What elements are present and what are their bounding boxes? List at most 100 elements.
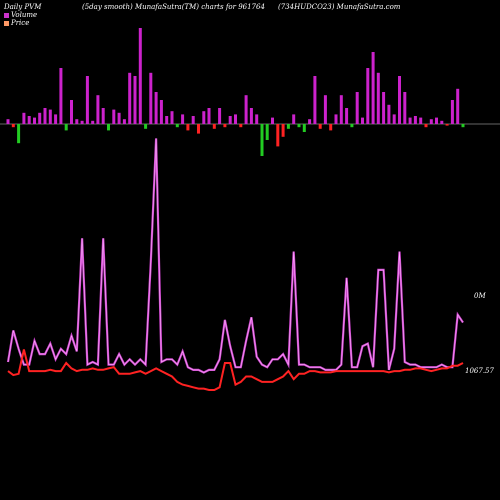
volume-bar [133,76,137,124]
volume-bar [181,114,185,124]
volume-bar [424,124,428,128]
legend-price: Price [4,19,29,27]
volume-bar [11,124,15,128]
volume-bar [202,111,206,124]
volume-bar [435,117,438,124]
volume-bar [297,124,301,128]
volume-bar [308,119,312,124]
volume-bar [244,95,248,124]
legend-volume-label: Volume [11,11,38,19]
volume-bar [128,72,132,124]
volume-bar [64,124,68,131]
volume-line-value-label: 0M [474,292,486,300]
volume-bar [85,76,89,124]
volume-bar [419,117,423,124]
volume-bar [212,124,216,129]
volume-bar [48,109,52,124]
volume-bar [318,124,322,129]
volume-bar [271,117,274,124]
volume-bar [96,95,100,124]
volume-bar [345,108,349,124]
volume-bar [281,124,285,137]
volume-bar [144,124,148,129]
volume-bar [218,108,222,124]
price-last-value-label: 1067.57 [465,367,494,375]
volume-bar [33,117,36,124]
volume-bar [38,112,42,124]
volume-bar [223,124,227,128]
volume-bar [59,68,63,124]
volume-bar [440,120,444,124]
volume-bar [408,117,412,124]
volume-bar [228,116,232,124]
volume-bar [75,119,79,124]
volume-bar [398,76,401,124]
volume-line-highlight [7,138,464,373]
volume-bar [117,112,121,124]
volume-bar [191,116,195,124]
volume-bar [80,120,84,124]
volume-bar [334,114,338,124]
legend-price-swatch [4,20,9,26]
chart-type-label: Daily PVM [4,3,42,11]
volume-bar [445,124,449,126]
volume-bar [54,114,58,124]
volume-bar [154,92,158,124]
volume-bar [91,120,95,124]
volume-bar [403,92,407,124]
volume-bar [22,112,26,124]
volume-bar [366,68,370,124]
volume-bar [371,52,375,124]
volume-bar [292,114,296,124]
volume-bar [413,116,417,124]
volume-bar [429,119,433,124]
volume-bar [361,117,364,124]
volume-bar [101,108,105,124]
volume-bar [27,116,31,124]
volume-bar [70,100,73,124]
volume-bar [376,72,380,124]
volume-bar [350,124,354,128]
volume-bar [461,124,465,128]
volume-bar [112,109,116,124]
volume-bar [107,124,110,131]
legend-volume-swatch [4,12,9,18]
legend-volume: Volume [4,11,37,19]
volume-bar [276,124,280,147]
volume-bar [392,114,396,124]
volume-bar [323,95,327,124]
chart-title: (5day smooth) MunafaSutra(TM) charts for… [82,3,265,11]
volume-bar [450,100,454,124]
volume-bar [170,111,174,124]
volume-bar [175,124,179,128]
price-line [7,349,464,391]
volume-bar [260,124,264,156]
volume-bar [265,124,269,140]
volume-bar [456,88,460,124]
volume-bar [339,95,343,124]
volume-bar [313,76,317,124]
volume-bar [382,92,386,124]
volume-bar [355,92,359,124]
chart-source: (734HUDCO23) MunafaSutra.com [278,3,401,11]
legend-price-label: Price [11,19,30,27]
volume-bar [122,119,126,124]
volume-bar [249,108,253,124]
volume-bar [17,124,21,144]
volume-bar [6,119,10,124]
volume-bar [387,104,391,124]
volume-bar [186,124,190,131]
volume-bar [197,124,200,134]
volume-bar [149,72,153,124]
volume-bar [239,124,243,128]
volume-bar [329,124,333,131]
volume-bar [159,100,163,124]
volume-bar [138,28,142,124]
volume-bar [255,114,259,124]
volume-bar [234,114,237,124]
volume-bar [43,108,47,124]
volume-bars [6,28,465,156]
volume-bar [286,124,290,129]
